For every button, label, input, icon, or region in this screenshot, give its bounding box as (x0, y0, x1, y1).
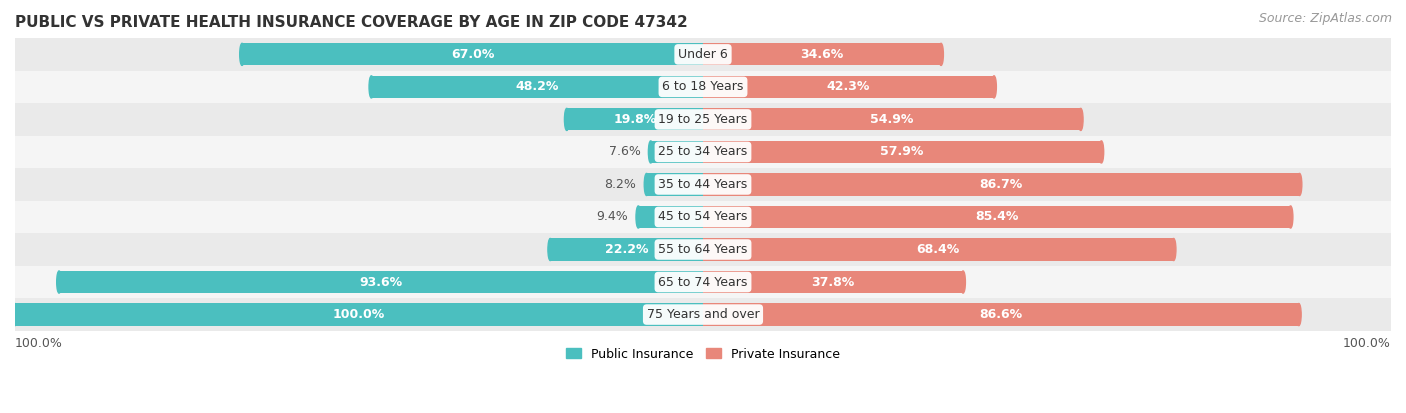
Text: 7.6%: 7.6% (609, 145, 640, 159)
Circle shape (56, 271, 62, 293)
Bar (647, 173, 703, 195)
Text: 19 to 25 Years: 19 to 25 Years (658, 113, 748, 126)
Text: 25 to 34 Years: 25 to 34 Years (658, 145, 748, 159)
Text: 48.2%: 48.2% (516, 81, 558, 93)
Text: 85.4%: 85.4% (976, 211, 1018, 223)
Bar (15, 71, 1391, 103)
Text: 93.6%: 93.6% (360, 275, 402, 289)
Bar (15, 201, 1391, 233)
Circle shape (636, 206, 641, 228)
Text: 19.8%: 19.8% (613, 113, 657, 126)
Text: Under 6: Under 6 (678, 48, 728, 61)
Circle shape (1288, 206, 1294, 228)
Text: 100.0%: 100.0% (1343, 337, 1391, 350)
Legend: Public Insurance, Private Insurance: Public Insurance, Private Insurance (561, 342, 845, 366)
Text: PUBLIC VS PRIVATE HEALTH INSURANCE COVERAGE BY AGE IN ZIP CODE 47342: PUBLIC VS PRIVATE HEALTH INSURANCE COVER… (15, 15, 688, 30)
Text: 75 Years and over: 75 Years and over (647, 308, 759, 321)
Text: 42.3%: 42.3% (827, 81, 870, 93)
Text: 37.8%: 37.8% (811, 275, 855, 289)
Circle shape (368, 76, 374, 98)
Text: 67.0%: 67.0% (451, 48, 494, 61)
Text: 68.4%: 68.4% (917, 243, 960, 256)
Bar (550, 238, 703, 261)
Circle shape (548, 238, 553, 261)
Text: 55 to 64 Years: 55 to 64 Years (658, 243, 748, 256)
Text: 54.9%: 54.9% (870, 113, 914, 126)
Circle shape (1078, 108, 1083, 131)
Text: 34.6%: 34.6% (800, 48, 844, 61)
Bar (15, 38, 1391, 71)
Text: Source: ZipAtlas.com: Source: ZipAtlas.com (1258, 12, 1392, 25)
Circle shape (644, 173, 650, 195)
Text: 8.2%: 8.2% (605, 178, 637, 191)
Bar (567, 108, 703, 131)
Circle shape (13, 304, 17, 325)
Bar (703, 271, 963, 293)
Bar (703, 43, 941, 65)
Circle shape (564, 108, 569, 131)
Circle shape (1099, 141, 1104, 163)
Text: 100.0%: 100.0% (333, 308, 385, 321)
Circle shape (1171, 238, 1175, 261)
Bar (703, 238, 1174, 261)
Bar (703, 304, 1299, 325)
Bar (15, 136, 1391, 168)
Bar (15, 298, 1391, 331)
Text: 86.6%: 86.6% (980, 308, 1022, 321)
Circle shape (1296, 304, 1301, 325)
Text: 57.9%: 57.9% (880, 145, 924, 159)
Bar (15, 266, 1391, 298)
Bar (371, 76, 703, 98)
Bar (703, 173, 1299, 195)
Text: 22.2%: 22.2% (605, 243, 648, 256)
Bar (703, 76, 994, 98)
Text: 9.4%: 9.4% (596, 211, 628, 223)
Bar (242, 43, 703, 65)
Circle shape (1298, 173, 1302, 195)
Text: 65 to 74 Years: 65 to 74 Years (658, 275, 748, 289)
Bar (15, 103, 1391, 136)
Circle shape (239, 43, 245, 65)
Text: 45 to 54 Years: 45 to 54 Years (658, 211, 748, 223)
Circle shape (960, 271, 966, 293)
Circle shape (991, 76, 997, 98)
Bar (15, 233, 1391, 266)
Circle shape (648, 141, 652, 163)
Bar (703, 206, 1291, 228)
Bar (703, 108, 1081, 131)
Bar (638, 206, 703, 228)
Bar (15, 168, 1391, 201)
Bar (59, 271, 703, 293)
Bar (703, 141, 1101, 163)
Bar (15, 304, 703, 325)
Text: 35 to 44 Years: 35 to 44 Years (658, 178, 748, 191)
Text: 86.7%: 86.7% (980, 178, 1024, 191)
Text: 100.0%: 100.0% (15, 337, 63, 350)
Text: 6 to 18 Years: 6 to 18 Years (662, 81, 744, 93)
Circle shape (939, 43, 943, 65)
Bar (651, 141, 703, 163)
